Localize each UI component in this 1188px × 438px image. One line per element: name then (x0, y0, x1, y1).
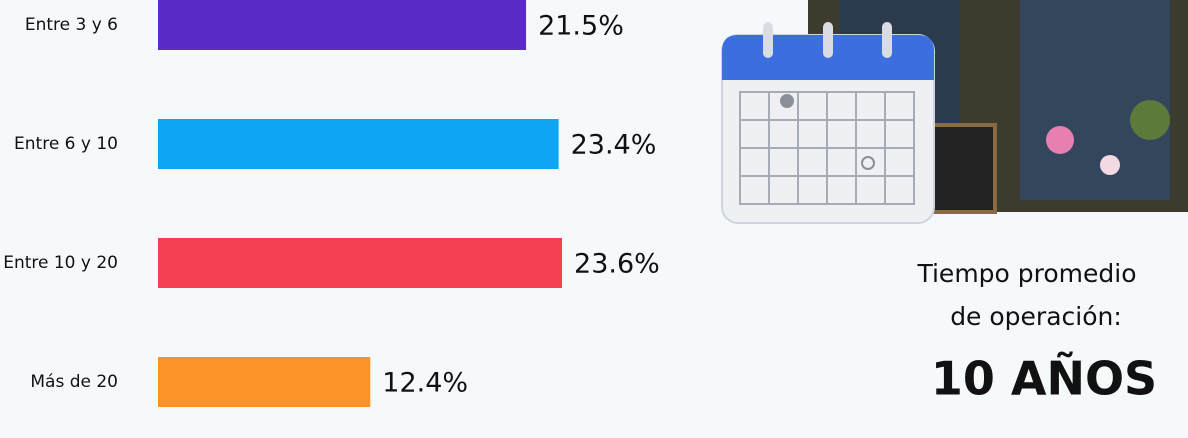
bar (158, 357, 370, 407)
value-label: 23.6% (574, 249, 660, 280)
photo-sign (925, 125, 995, 212)
calendar-icon (722, 22, 934, 223)
bar (158, 0, 526, 50)
summary-label: Tiempo promedio (916, 259, 1136, 288)
photo-flower (1046, 126, 1074, 154)
category-label: Entre 3 y 6 (25, 15, 118, 35)
photo-plant (1130, 100, 1170, 140)
bar (158, 119, 559, 169)
photo-apron (1020, 0, 1170, 200)
summary-value: 10 AÑOS (931, 352, 1157, 406)
photo-flower (1100, 155, 1120, 175)
value-label: 23.4% (571, 130, 657, 161)
value-label: 21.5% (538, 11, 624, 42)
infographic: Tiempo promedio de operación: 10 AÑOS En… (0, 0, 1188, 438)
value-label: 12.4% (382, 368, 468, 399)
summary-label: de operación: (950, 302, 1122, 331)
bar (158, 238, 562, 288)
category-label: Entre 10 y 20 (3, 253, 118, 273)
category-label: Entre 6 y 10 (14, 134, 118, 154)
category-label: Más de 20 (30, 372, 118, 392)
